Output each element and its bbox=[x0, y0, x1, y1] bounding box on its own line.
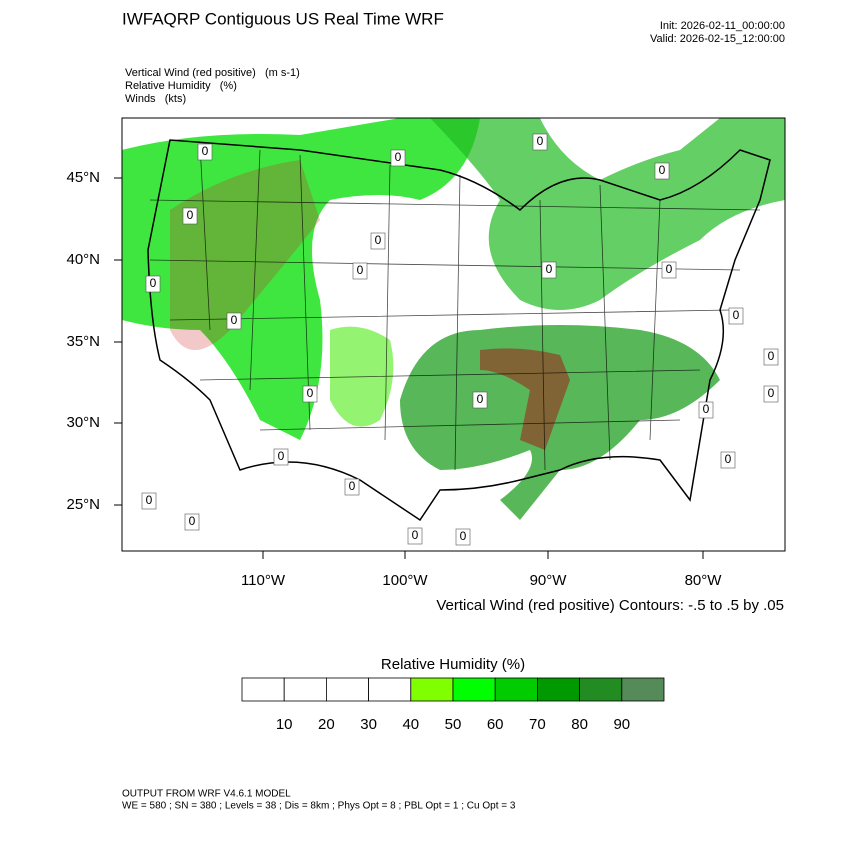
contour-label-box bbox=[184, 513, 200, 531]
lat-label: 25°N bbox=[66, 496, 100, 513]
contour-label-box bbox=[661, 261, 677, 279]
lon-label: 80°W bbox=[685, 572, 723, 589]
colorbar-box bbox=[325, 677, 369, 702]
contour-label: 0 bbox=[278, 449, 285, 463]
field-label: Winds (kts) bbox=[125, 93, 186, 105]
lon-label: 100°W bbox=[382, 572, 428, 589]
lat-label: 35°N bbox=[66, 333, 100, 350]
contour-label-box bbox=[145, 275, 161, 293]
contour-label-box bbox=[407, 527, 423, 545]
colorbar-box bbox=[494, 677, 538, 702]
colorbar-label: 10 bbox=[276, 716, 293, 733]
colorbar-box bbox=[241, 677, 285, 702]
lat-label: 30°N bbox=[66, 414, 100, 431]
lat-label: 45°N bbox=[66, 169, 100, 186]
contour-label-box bbox=[720, 451, 736, 469]
humidity-area bbox=[122, 118, 480, 440]
contour-label-box bbox=[455, 528, 471, 546]
contour-label: 0 bbox=[231, 313, 238, 327]
field-label: Relative Humidity (%) bbox=[125, 80, 237, 92]
colorbar-box bbox=[579, 677, 623, 702]
contour-label: 0 bbox=[546, 262, 553, 276]
lat-label: 40°N bbox=[66, 251, 100, 268]
contour-label-box bbox=[728, 307, 744, 325]
contour-label-box bbox=[197, 143, 213, 161]
colorbar-label: 80 bbox=[571, 716, 588, 733]
contour-label-box bbox=[302, 385, 318, 403]
contour-label-box bbox=[532, 133, 548, 151]
contour-label: 0 bbox=[537, 134, 544, 148]
contour-label: 0 bbox=[725, 452, 732, 466]
state-lines bbox=[149, 144, 761, 471]
lon-label: 110°W bbox=[241, 572, 286, 589]
humidity-area bbox=[430, 118, 785, 310]
contour-label: 0 bbox=[150, 276, 157, 290]
contour-label: 0 bbox=[733, 308, 740, 322]
colorbar-box bbox=[410, 677, 454, 702]
colorbar-label: 60 bbox=[487, 716, 504, 733]
contour-label-box bbox=[698, 401, 714, 419]
contour-note: Vertical Wind (red positive) Contours: -… bbox=[436, 597, 784, 614]
contour-label-box bbox=[370, 232, 386, 250]
colorbar-box bbox=[537, 677, 581, 702]
contour-label-box bbox=[344, 478, 360, 496]
contour-label: 0 bbox=[187, 208, 194, 222]
footer-settings: WE = 580 ; SN = 380 ; Levels = 38 ; Dis … bbox=[122, 801, 516, 812]
colorbar-label: 20 bbox=[318, 716, 335, 733]
contour-label: 0 bbox=[349, 479, 356, 493]
contour-label-box bbox=[352, 262, 368, 280]
field-label: Vertical Wind (red positive) (m s-1) bbox=[125, 67, 300, 79]
contour-label: 0 bbox=[307, 386, 314, 400]
colorbar-box bbox=[452, 677, 496, 702]
title: IWFAQRP Contiguous US Real Time WRF bbox=[122, 9, 444, 28]
colorbar-box bbox=[621, 677, 665, 702]
contour-label: 0 bbox=[460, 529, 467, 543]
contour-label-box bbox=[182, 207, 198, 225]
contour-label: 0 bbox=[768, 349, 775, 363]
colorbar-box bbox=[368, 677, 412, 702]
contour-label: 0 bbox=[768, 386, 775, 400]
contour-label: 0 bbox=[412, 528, 419, 542]
colorbar-label: 30 bbox=[360, 716, 377, 733]
us-outline bbox=[147, 139, 771, 522]
contour-label: 0 bbox=[703, 402, 710, 416]
contour-label-box bbox=[226, 312, 242, 330]
colorbar-title: Relative Humidity (%) bbox=[381, 656, 525, 673]
map-frame bbox=[121, 117, 786, 552]
contour-label-box bbox=[273, 448, 289, 466]
footer-model: OUTPUT FROM WRF V4.6.1 MODEL bbox=[122, 789, 291, 800]
contour-label: 0 bbox=[477, 392, 484, 406]
contour-label: 0 bbox=[357, 263, 364, 277]
contour-label: 0 bbox=[666, 262, 673, 276]
contour-label-box bbox=[541, 261, 557, 279]
contour-label-box bbox=[654, 162, 670, 180]
colorbar-label: 40 bbox=[402, 716, 419, 733]
colorbar-label: 90 bbox=[613, 716, 630, 733]
contour-label: 0 bbox=[395, 150, 402, 164]
contour-label: 0 bbox=[659, 163, 666, 177]
lon-label: 90°W bbox=[530, 572, 568, 589]
contour-label: 0 bbox=[375, 233, 382, 247]
colorbar-label: 50 bbox=[445, 716, 462, 733]
contour-label-box bbox=[472, 391, 488, 409]
valid-time: Valid: 2026-02-15_12:00:00 bbox=[650, 33, 785, 45]
colorbar-label: 70 bbox=[529, 716, 546, 733]
contour-label-box bbox=[763, 385, 779, 403]
contour-label: 0 bbox=[202, 144, 209, 158]
contour-label-box bbox=[763, 348, 779, 366]
init-time: Init: 2026-02-11_00:00:00 bbox=[660, 20, 785, 32]
colorbar-box bbox=[283, 677, 327, 702]
vertical-wind-area bbox=[170, 160, 320, 350]
contour-label-box bbox=[141, 492, 157, 510]
contour-label: 0 bbox=[189, 514, 196, 528]
contour-label: 0 bbox=[146, 493, 153, 507]
contour-label-box bbox=[390, 149, 406, 167]
map bbox=[121, 117, 786, 552]
